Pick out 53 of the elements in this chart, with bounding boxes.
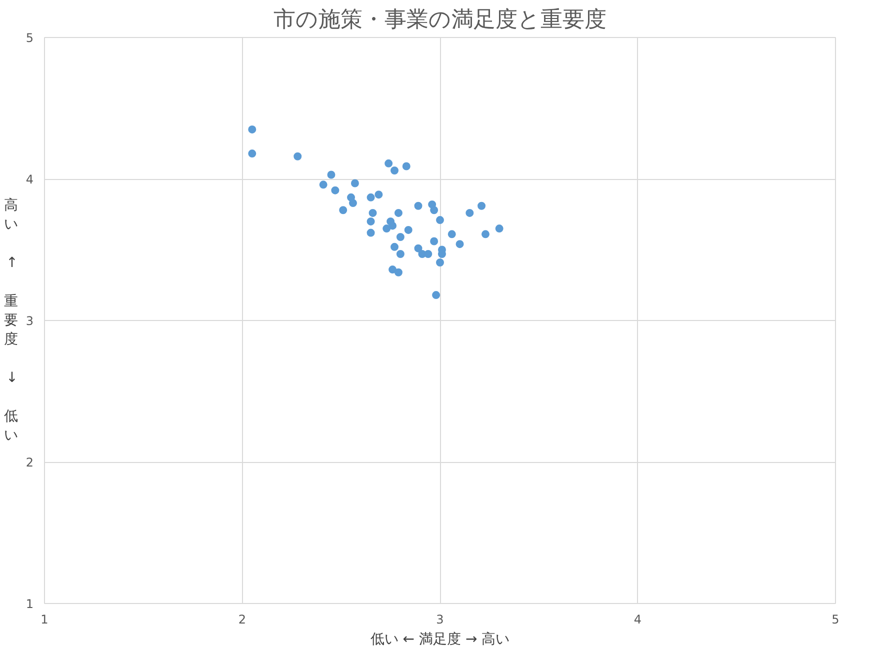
x-tick-label: 5 bbox=[832, 612, 840, 626]
x-tick-label: 1 bbox=[40, 612, 48, 626]
x-tick-label: 4 bbox=[634, 612, 642, 626]
y-tick-label: 1 bbox=[26, 597, 34, 611]
point bbox=[495, 224, 504, 233]
point bbox=[424, 250, 432, 258]
point bbox=[388, 266, 397, 274]
x-tick-label: 2 bbox=[238, 612, 246, 626]
point bbox=[348, 199, 357, 208]
point bbox=[396, 250, 404, 258]
point bbox=[390, 166, 399, 175]
y-tick-label: 4 bbox=[26, 172, 34, 186]
point bbox=[339, 206, 348, 214]
point bbox=[430, 237, 438, 246]
point bbox=[390, 242, 399, 251]
point bbox=[394, 268, 402, 276]
point bbox=[394, 208, 402, 217]
x-axis-title: 低い ← 満足度 → 高い bbox=[370, 632, 510, 648]
point bbox=[374, 190, 383, 199]
y-tick-label: 2 bbox=[26, 456, 34, 470]
chart-title: 市の施策・事業の満足度と重要度 bbox=[274, 8, 606, 32]
text: 高い ↑ 重要度 ↓ 低い bbox=[4, 197, 18, 444]
point bbox=[368, 208, 377, 217]
point bbox=[414, 244, 422, 252]
point bbox=[388, 222, 397, 230]
point bbox=[414, 202, 422, 210]
point bbox=[319, 180, 328, 189]
point bbox=[248, 125, 256, 134]
point bbox=[466, 208, 474, 217]
point bbox=[350, 179, 359, 188]
point bbox=[456, 240, 464, 248]
y-tick-label: 5 bbox=[26, 31, 34, 45]
point bbox=[294, 152, 302, 160]
point bbox=[436, 258, 444, 266]
point bbox=[366, 217, 375, 226]
point bbox=[366, 193, 375, 202]
point bbox=[366, 228, 375, 237]
point bbox=[448, 230, 456, 238]
point bbox=[248, 150, 256, 158]
x-tick-label: 3 bbox=[436, 612, 444, 626]
point bbox=[402, 162, 410, 170]
point bbox=[432, 291, 440, 300]
point bbox=[382, 224, 391, 233]
point bbox=[396, 233, 404, 242]
y-tick-label: 3 bbox=[26, 314, 34, 328]
point bbox=[384, 159, 393, 168]
point bbox=[430, 206, 438, 214]
point bbox=[331, 186, 340, 194]
point bbox=[436, 216, 444, 224]
point bbox=[327, 170, 336, 179]
point bbox=[478, 202, 486, 210]
point bbox=[481, 230, 490, 238]
point bbox=[404, 226, 412, 234]
